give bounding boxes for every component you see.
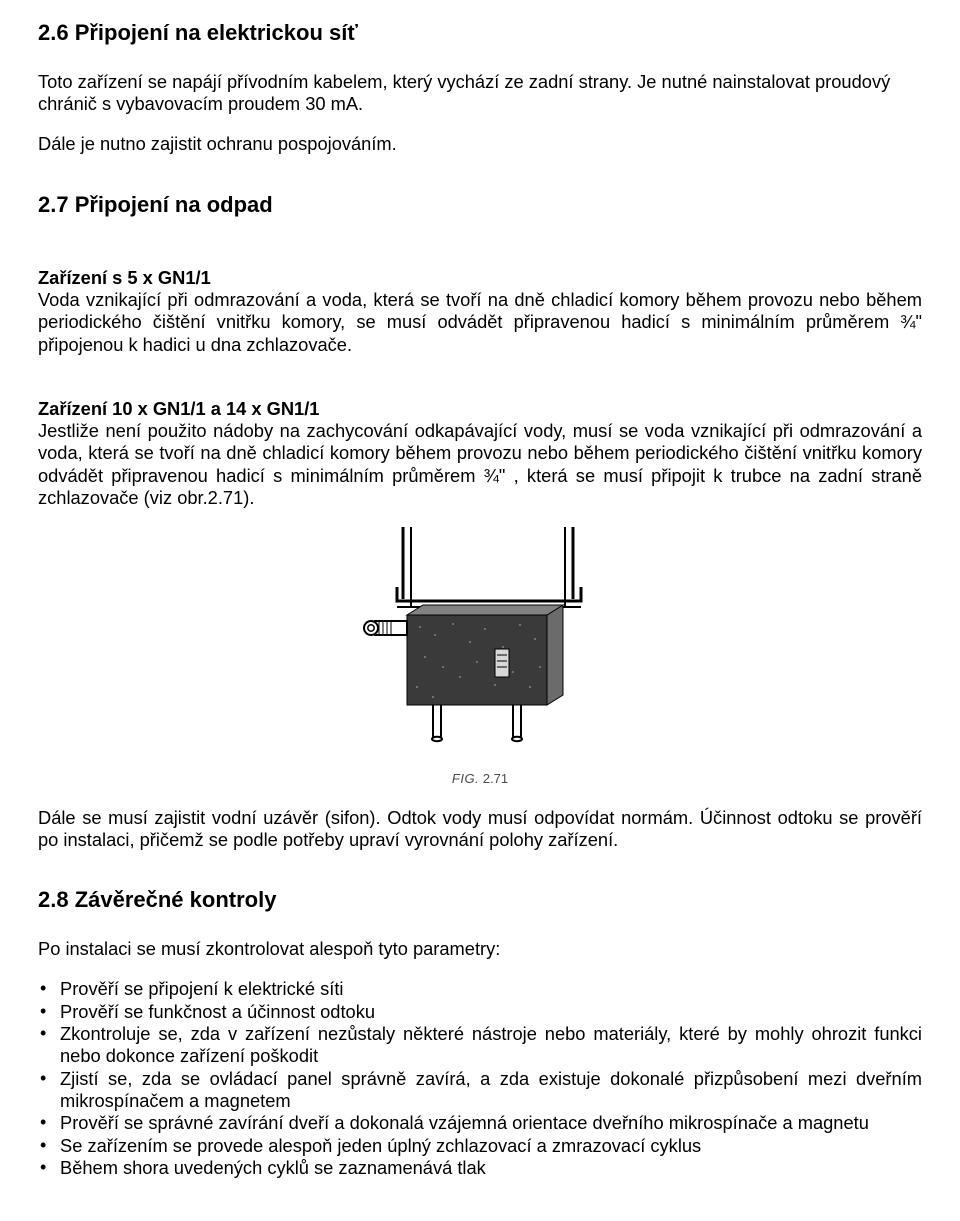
list-item: Zjistí se, zda se ovládací panel správně… <box>38 1068 922 1113</box>
s27-para-1: Voda vznikající při odmrazování a voda, … <box>38 289 922 356</box>
checklist: Prověří se připojení k elektrické síti P… <box>38 978 922 1179</box>
list-item: Prověří se připojení k elektrické síti <box>38 978 922 1000</box>
list-item: Během shora uvedených cyklů se zaznamená… <box>38 1157 922 1179</box>
subheading-gn-5: Zařízení s 5 x GN1/1 <box>38 267 922 289</box>
heading-2-6: 2.6 Připojení na elektrickou síť <box>38 20 922 47</box>
s28-intro: Po instalaci se musí zkontrolovat alespo… <box>38 938 922 960</box>
s27-para-3: Dále se musí zajistit vodní uzávěr (sifo… <box>38 807 922 852</box>
s27-para-2: Jestliže není použito nádoby na zachycov… <box>38 420 922 509</box>
figure-2-71: Fig. 2.71 <box>38 527 922 786</box>
subheading-gn-10-14: Zařízení 10 x GN1/1 a 14 x GN1/1 <box>38 398 922 420</box>
s26-para-1: Toto zařízení se napájí přívodním kabele… <box>38 71 922 116</box>
heading-2-8: 2.8 Závěrečné kontroly <box>38 887 922 914</box>
fig-caption-number: 2.71 <box>479 771 508 786</box>
list-item: Prověří se správné zavírání dveří a doko… <box>38 1112 922 1134</box>
list-item: Zkontroluje se, zda v zařízení nezůstaly… <box>38 1023 922 1068</box>
fig-caption-prefix: Fig. <box>452 771 479 786</box>
figure-caption: Fig. 2.71 <box>38 771 922 787</box>
figure-2-71-svg <box>325 527 635 757</box>
heading-2-7: 2.7 Připojení na odpad <box>38 192 922 219</box>
s26-para-2: Dále je nutno zajistit ochranu pospojová… <box>38 133 922 155</box>
list-item: Prověří se funkčnost a účinnost odtoku <box>38 1001 922 1023</box>
list-item: Se zařízením se provede alespoň jeden úp… <box>38 1135 922 1157</box>
